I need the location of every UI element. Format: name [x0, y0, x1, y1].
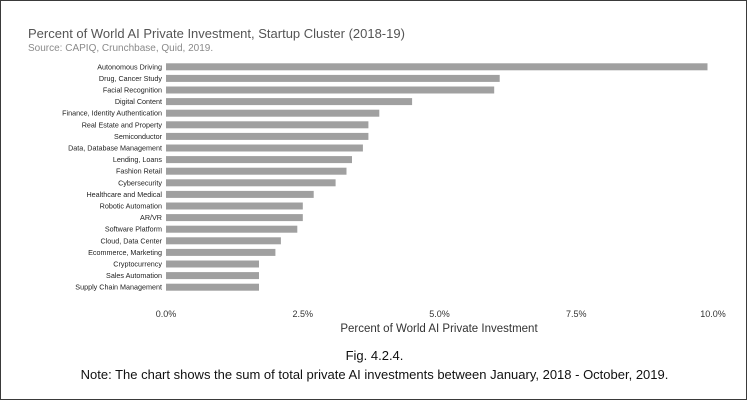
category-label: Semiconductor	[114, 132, 163, 141]
category-label: Data, Database Management	[68, 144, 162, 153]
bar	[166, 167, 347, 175]
category-label: Finance, Identity Authentication	[62, 109, 162, 118]
bar	[166, 202, 303, 210]
category-label: Sales Automation	[106, 271, 162, 280]
bar	[166, 237, 281, 245]
category-label: Fashion Retail	[116, 167, 162, 176]
bar	[166, 63, 708, 71]
bar	[166, 74, 500, 82]
bar	[166, 144, 363, 152]
bar	[166, 225, 298, 233]
bar	[166, 86, 495, 94]
category-label: Cybersecurity	[118, 178, 162, 187]
category-label: Real Estate and Property	[82, 120, 163, 129]
bar	[166, 190, 314, 198]
bar	[166, 272, 259, 280]
x-tick-label: 10.0%	[700, 309, 726, 319]
bar	[166, 121, 369, 129]
bars-group	[166, 63, 708, 291]
x-tick-label: 5.0%	[429, 309, 450, 319]
chart-title: Percent of World AI Private Investment, …	[28, 26, 405, 41]
bar	[166, 156, 352, 164]
x-axis-ticks: 0.0% 2.5% 5.0% 7.5% 10.0%	[156, 309, 726, 319]
category-label: Lending, Loans	[113, 155, 163, 164]
category-label: AR/VR	[140, 213, 162, 222]
x-tick-label: 0.0%	[156, 309, 177, 319]
category-label: Digital Content	[115, 97, 162, 106]
category-label: Drug, Cancer Study	[99, 74, 163, 83]
category-label: Facial Recognition	[103, 86, 162, 95]
bar	[166, 109, 380, 117]
figure-caption: Fig. 4.2.4.	[345, 348, 404, 363]
category-label: Supply Chain Management	[75, 283, 162, 292]
x-axis-title: Percent of World AI Private Investment	[340, 323, 538, 335]
bar	[166, 214, 303, 222]
category-label: Cloud, Data Center	[100, 236, 162, 245]
category-label: Cryptocurrency	[113, 260, 162, 269]
category-label: Healthcare and Medical	[86, 190, 162, 199]
bar-chart: Autonomous Driving Drug, Cancer Study Faci…	[62, 62, 726, 335]
x-tick-label: 7.5%	[566, 309, 587, 319]
figure-note: Note: The chart shows the sum of total p…	[80, 367, 669, 382]
bar	[166, 179, 336, 187]
bar	[166, 132, 369, 140]
category-labels: Autonomous Driving Drug, Cancer Study Faci…	[62, 62, 163, 291]
bar	[166, 98, 413, 106]
x-tick-label: 2.5%	[293, 309, 314, 319]
bar	[166, 283, 259, 291]
chart-source: Source: CAPIQ, Crunchbase, Quid, 2019.	[28, 43, 214, 54]
category-label: Robotic Automation	[100, 202, 162, 211]
bar	[166, 260, 259, 268]
category-label: Ecommerce, Marketing	[88, 248, 162, 257]
category-label: Autonomous Driving	[97, 62, 162, 71]
category-label: Software Platform	[105, 225, 162, 234]
bar	[166, 248, 276, 256]
